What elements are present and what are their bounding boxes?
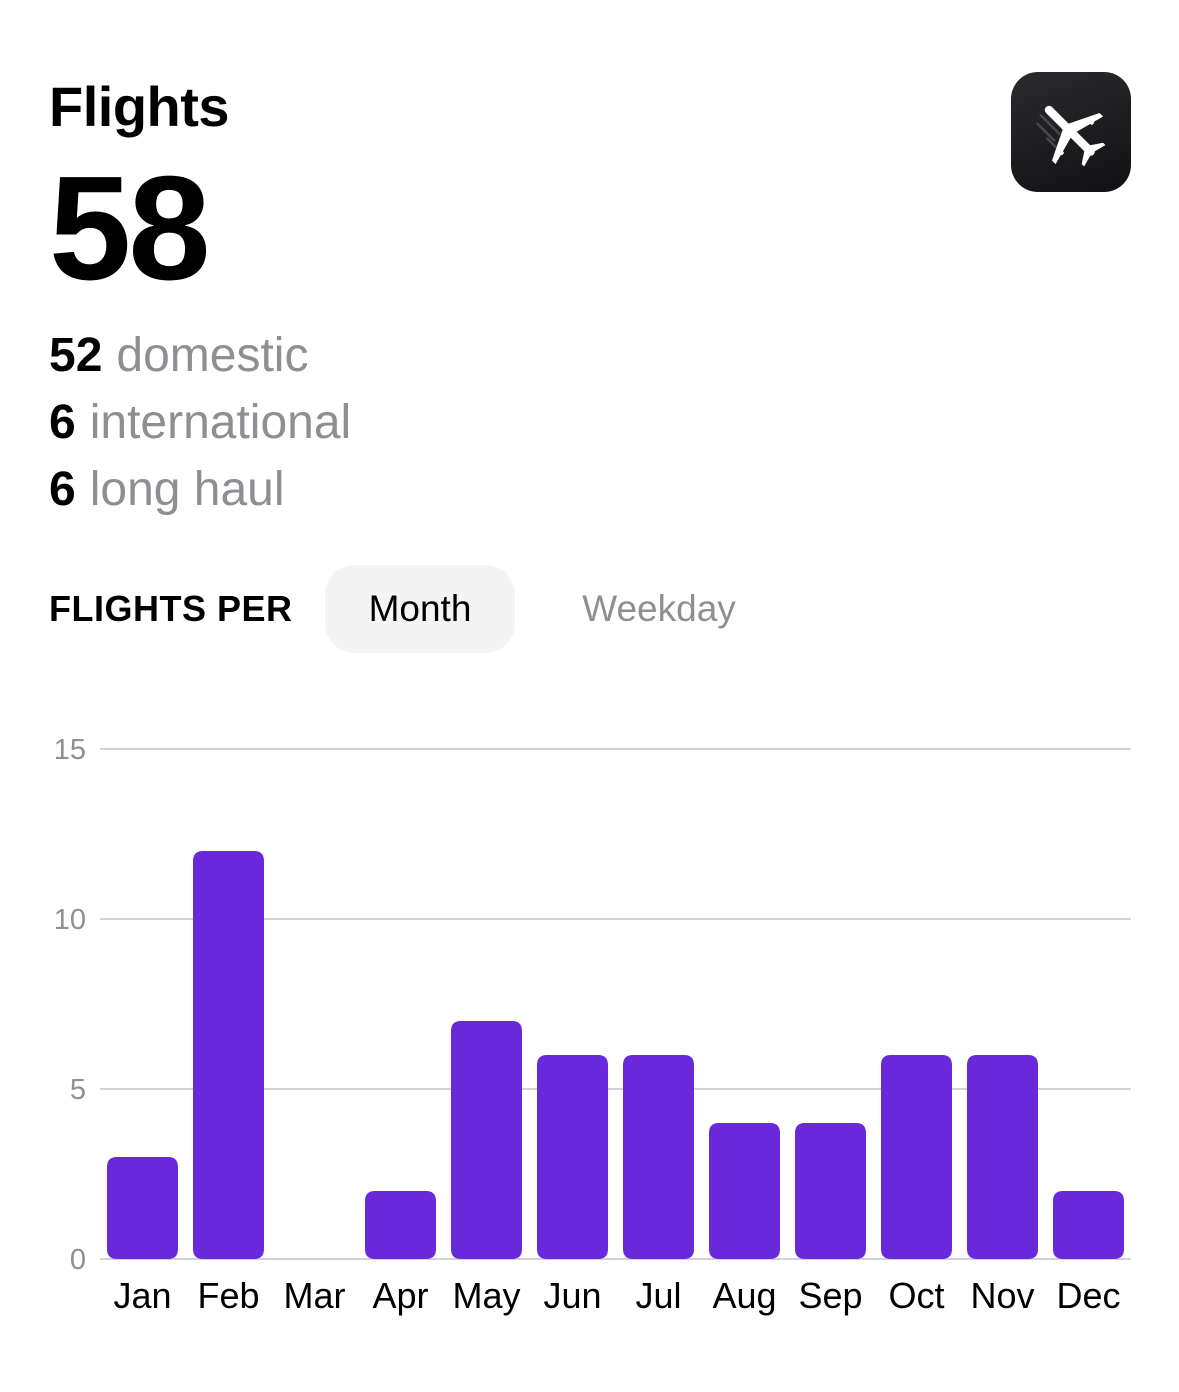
international-label: international xyxy=(90,396,352,449)
x-tick-label-jun: Jun xyxy=(543,1275,601,1316)
x-tick-label-jan: Jan xyxy=(113,1275,171,1316)
x-tick-label-dec: Dec xyxy=(1056,1275,1120,1316)
breakdown-international: 6 international xyxy=(49,389,351,456)
bar-jan[interactable] xyxy=(107,1157,178,1259)
bar-may[interactable] xyxy=(451,1021,522,1259)
breakdown-domestic: 52 domestic xyxy=(49,322,351,389)
bar-oct[interactable] xyxy=(881,1055,952,1259)
long-haul-label: long haul xyxy=(90,463,285,516)
segment-weekday-button[interactable]: Weekday xyxy=(548,565,770,653)
domestic-label: domestic xyxy=(116,329,308,382)
bar-jun[interactable] xyxy=(537,1055,608,1259)
bar-jul[interactable] xyxy=(623,1055,694,1259)
bar-nov[interactable] xyxy=(967,1055,1038,1259)
bar-aug[interactable] xyxy=(709,1123,780,1259)
international-count: 6 xyxy=(49,396,76,449)
y-tick-label: 5 xyxy=(70,1074,86,1106)
flight-breakdown: 52 domestic 6 international 6 long haul xyxy=(49,322,351,523)
flights-per-month-chart: 0 5 10 15 Jan Feb Mar Apr May Jun Jul Aug Sep Oct Nov D… xyxy=(0,700,1179,1340)
x-tick-label-feb: Feb xyxy=(197,1275,259,1316)
y-tick-label: 0 xyxy=(70,1244,86,1276)
total-flights-count: 58 xyxy=(49,155,208,303)
bar-dec[interactable] xyxy=(1053,1191,1124,1259)
domestic-count: 52 xyxy=(49,329,102,382)
x-tick-label-oct: Oct xyxy=(888,1275,944,1316)
long-haul-count: 6 xyxy=(49,463,76,516)
x-tick-label-mar: Mar xyxy=(284,1275,346,1316)
breakdown-long-haul: 6 long haul xyxy=(49,456,351,523)
app-icon-button[interactable] xyxy=(1011,72,1131,192)
bar-feb[interactable] xyxy=(193,851,264,1259)
y-tick-label: 10 xyxy=(54,904,86,936)
x-tick-label-apr: Apr xyxy=(372,1275,428,1316)
bar-apr[interactable] xyxy=(365,1191,436,1259)
x-tick-label-jul: Jul xyxy=(635,1275,681,1316)
y-tick-label: 15 xyxy=(54,734,86,766)
x-tick-label-nov: Nov xyxy=(970,1275,1034,1316)
flights-per-label: FLIGHTS PER xyxy=(49,588,293,630)
segment-month-button[interactable]: Month xyxy=(325,565,515,653)
page-title: Flights xyxy=(49,74,229,139)
bar-sep[interactable] xyxy=(795,1123,866,1259)
x-tick-label-aug: Aug xyxy=(712,1275,776,1316)
x-tick-label-may: May xyxy=(452,1275,520,1316)
x-tick-label-sep: Sep xyxy=(798,1275,862,1316)
airplane-icon xyxy=(1029,90,1113,174)
